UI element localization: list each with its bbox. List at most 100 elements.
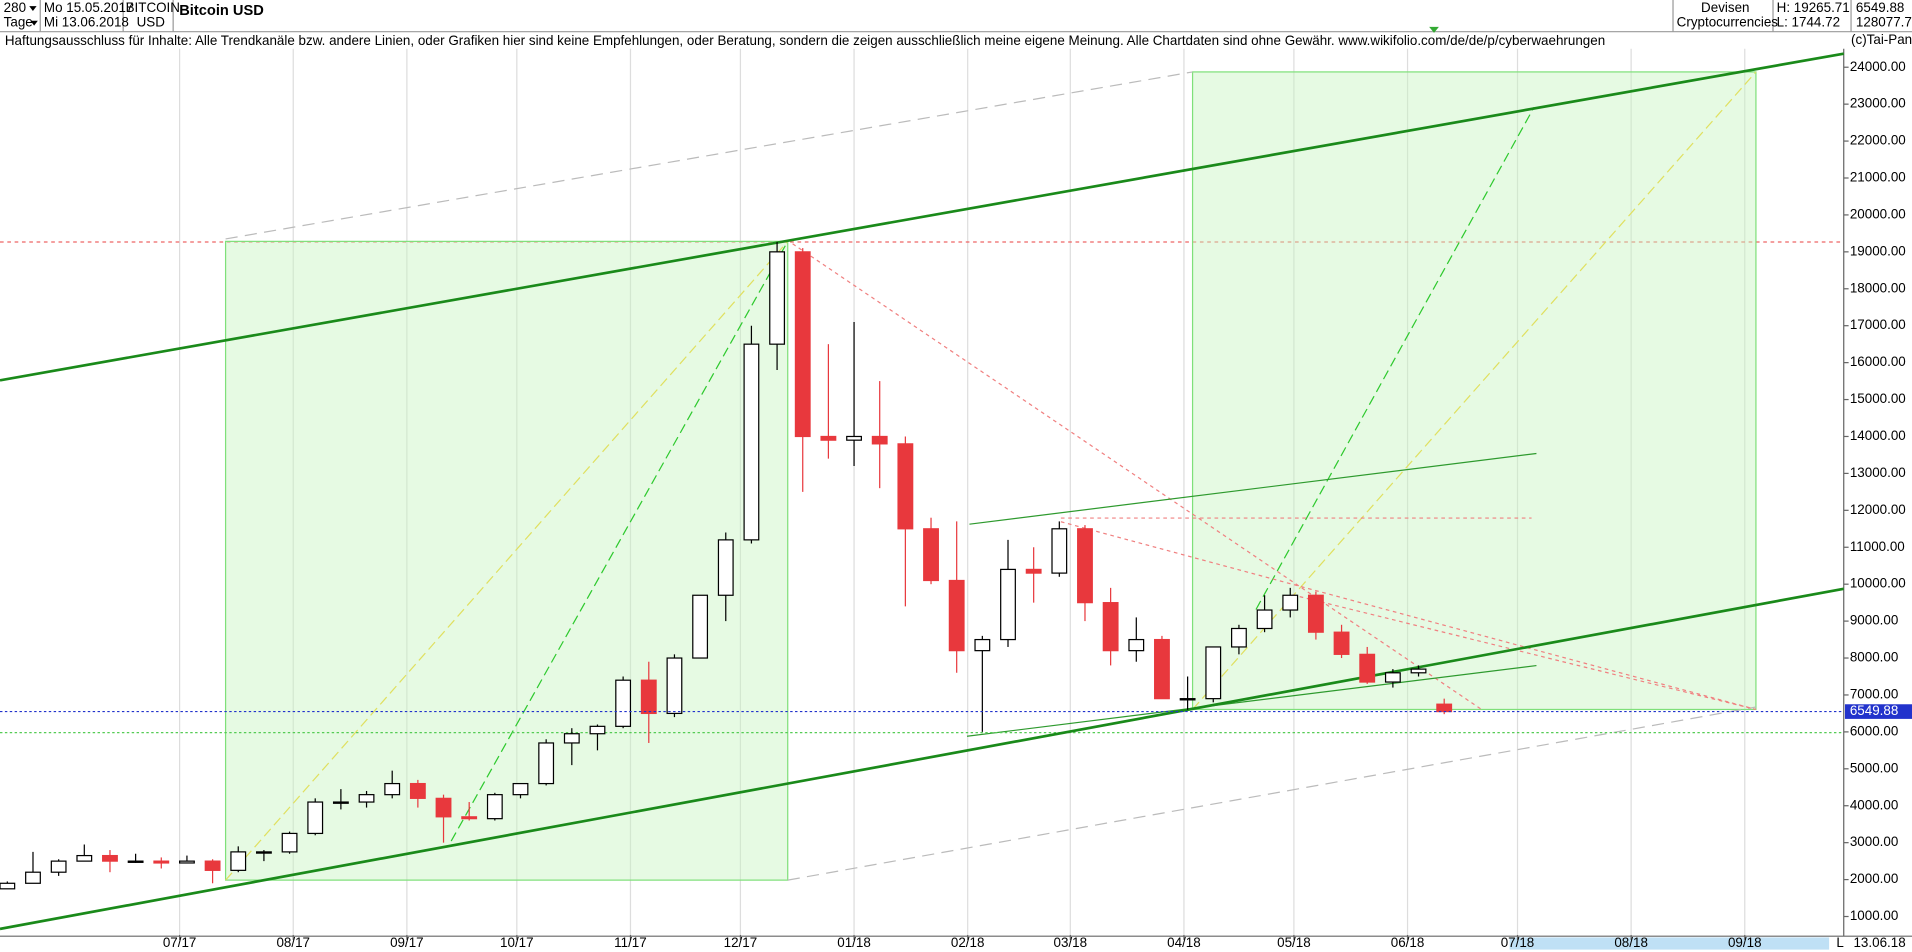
candle-body [666,657,683,715]
x-tick-label: 03/18 [1054,935,1088,950]
candle-body [820,435,837,441]
x-tick-label: 05/18 [1277,935,1311,950]
candle-body [1179,698,1196,701]
y-tick-label: 10000.00 [1850,576,1906,591]
currency: USD [137,15,166,30]
y-tick-label: 7000.00 [1850,687,1898,702]
channel-line [787,706,1757,881]
candle-body [538,742,555,785]
candle-body [1154,638,1170,700]
chart-title: Bitcoin USD [179,3,264,19]
channel-line [225,71,1193,240]
candle-body [384,782,401,796]
end-date-label: 13.06.18 [1853,935,1905,950]
candle-body [0,882,16,890]
candle-body [1051,528,1068,574]
candle-body [1256,609,1273,630]
group: Devisen [1701,0,1749,15]
candle-body [230,851,247,871]
candle-body [1205,646,1222,700]
candles [0,242,1453,890]
x-tick-label: 07/18 [1501,935,1535,950]
x-tick-label: 08/18 [1614,935,1648,950]
candle-body [76,854,93,862]
candle-body [589,725,606,735]
y-tick-label: 18000.00 [1850,280,1906,295]
y-tick-label: 11000.00 [1850,539,1905,554]
candle-body [204,860,221,871]
candle-body [897,443,914,530]
y-tick-label: 13000.00 [1850,465,1906,480]
scale-mode[interactable]: L [1836,935,1844,950]
candle-body [1384,672,1401,683]
last-price-box [1844,704,1912,719]
y-tick-label: 6000.00 [1850,723,1898,738]
x-tick-label: 09/18 [1728,935,1762,950]
candle-body [127,860,144,863]
candle-body [563,733,580,744]
end-date: Mi 13.06.2018 [44,15,129,30]
trend-line [966,664,1537,737]
candle-body [1307,594,1324,633]
dropdown-arrow[interactable] [29,6,37,11]
candle-body [1000,568,1016,641]
candle-body [409,782,426,799]
y-tick-label: 21000.00 [1850,170,1906,185]
candle-body [1410,668,1427,674]
marker [1429,26,1439,33]
diagonal [1192,71,1757,710]
low: L: 1744.72 [1777,15,1840,30]
x-tick-label: 09/17 [390,935,424,950]
x-tick-label: 10/17 [500,935,534,950]
copyright: (c)Tai-Pan [1851,32,1912,47]
trend-channel [0,52,1844,382]
x-tick-label: 08/17 [276,935,310,950]
candle-body [486,794,503,820]
scroll-bar[interactable] [1509,937,1830,950]
y-tick-label: 15000.00 [1850,391,1906,406]
trend-line [969,452,1537,525]
unit[interactable]: Tage [4,15,33,30]
candle-body [1102,602,1119,652]
candle-body [358,794,375,803]
period[interactable]: 280 [4,0,26,15]
candle-body [974,638,991,652]
y-tick-label: 14000.00 [1850,428,1906,443]
candle-body [50,860,67,873]
symbol: BITCOIN [126,0,180,15]
drawings [0,52,1844,931]
y-tick-label: 12000.00 [1850,502,1906,517]
high: H: 19265.71 [1777,0,1850,15]
x-tick-label: 11/17 [614,935,647,950]
candle-body [794,251,811,438]
candle-body [1333,631,1350,655]
candle-body [1231,627,1247,648]
candle-body [1025,568,1042,574]
x-tick-label: 06/18 [1391,935,1425,950]
candle-body [743,343,760,541]
candle-body [769,251,786,345]
candle-body [923,528,939,582]
x-tick-label: 12/17 [724,935,758,950]
start-date: Mo 15.05.2017 [44,0,133,15]
y-tick-label: 20000.00 [1850,206,1906,221]
resistance [1292,594,1757,711]
candle-body [102,854,118,862]
candle-body [948,579,965,652]
disclaimer: Haftungsausschluss für Inhalte: Alle Tre… [5,33,1605,48]
candle-body [461,816,478,820]
candle-body [846,435,862,441]
y-tick-label: 23000.00 [1850,96,1906,111]
candle-body [332,801,349,804]
candle-body [307,801,324,835]
y-tick-label: 8000.00 [1850,650,1898,665]
y-tick-label: 22000.00 [1850,133,1906,148]
dropdown-arrow[interactable] [30,20,38,26]
diagonal [450,241,789,842]
candle-body [179,860,195,864]
y-tick-label: 5000.00 [1850,760,1898,775]
trend-channel [0,587,1844,931]
